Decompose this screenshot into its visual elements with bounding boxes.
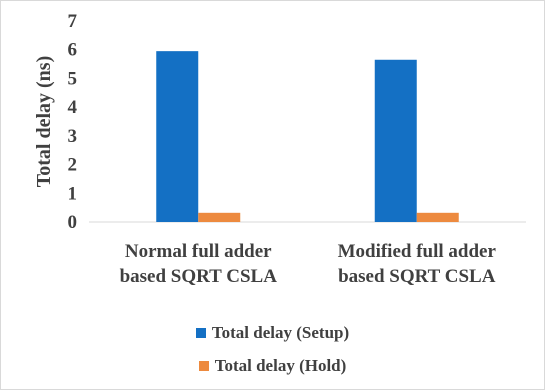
y-tick-label: 3 <box>68 126 78 147</box>
x-tick-label: based SQRT CSLA <box>120 266 278 287</box>
bar-hold-0 <box>198 212 241 222</box>
y-tick-label: 7 <box>68 11 78 32</box>
x-tick-label: Normal full adder <box>125 241 272 262</box>
legend-entry-setup: Total delay (Setup) <box>1 323 544 343</box>
y-tick-label: 0 <box>68 212 78 233</box>
legend-swatch-setup <box>195 328 206 338</box>
y-axis-label: Total delay (ns) <box>33 56 55 188</box>
x-tick-label: Modified full adder <box>338 241 497 262</box>
bar-hold-1 <box>416 212 459 222</box>
bar-setup-1 <box>374 59 417 223</box>
legend-label-setup: Total delay (Setup) <box>211 323 350 342</box>
legend-entry-hold: Total delay (Hold) <box>1 356 544 376</box>
x-tick-label: based SQRT CSLA <box>338 266 496 287</box>
y-tick-label: 6 <box>68 40 78 61</box>
y-tick-label: 5 <box>68 68 78 89</box>
y-tick-label: 2 <box>68 155 78 176</box>
y-tick-label: 1 <box>68 183 78 204</box>
legend-swatch-hold <box>198 361 209 371</box>
y-tick-label: 4 <box>68 97 78 118</box>
legend-label-hold: Total delay (Hold) <box>214 356 347 375</box>
bar-chart: Total delay (ns) 0 1 2 3 4 5 6 7 Normal full adde… <box>33 11 526 287</box>
bar-setup-0 <box>156 51 199 223</box>
